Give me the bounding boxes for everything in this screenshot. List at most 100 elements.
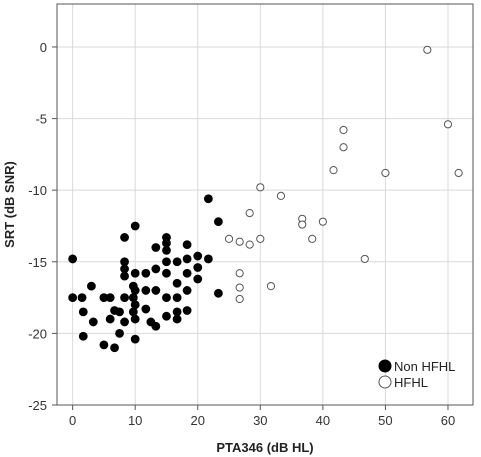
data-point-non-hfhl: [193, 274, 203, 284]
data-point-hfhl: [245, 208, 254, 218]
data-points-layer: [68, 45, 463, 353]
data-point-non-hfhl: [130, 286, 140, 295]
data-point-hfhl: [381, 168, 390, 178]
x-tick-label: 0: [69, 413, 76, 428]
data-point-non-hfhl: [120, 317, 129, 327]
grid-layer: [57, 4, 473, 406]
data-point-hfhl: [360, 254, 369, 264]
x-axis-label: PTA346 (dB HL): [216, 440, 313, 455]
plot-area-frame: [56, 3, 474, 406]
data-point-non-hfhl: [162, 245, 171, 255]
y-axis-label: SRT (dB SNR): [2, 161, 17, 248]
legend-label-non-hfhl: Non HFHL: [394, 359, 455, 374]
data-point-non-hfhl: [203, 194, 213, 204]
data-point-non-hfhl: [88, 317, 98, 327]
data-point-hfhl: [454, 168, 463, 178]
legend: Non HFHL HFHL: [378, 359, 455, 390]
data-point-non-hfhl: [87, 281, 96, 291]
data-point-non-hfhl: [115, 328, 124, 338]
data-point-hfhl: [256, 183, 265, 192]
legend-marker-non-hfhl: [378, 359, 392, 373]
data-point-hfhl: [443, 120, 453, 129]
data-point-hfhl: [423, 45, 432, 54]
data-point-non-hfhl: [172, 278, 182, 288]
y-tick-label: -5: [35, 112, 47, 127]
data-point-hfhl: [235, 283, 244, 292]
data-point-non-hfhl: [193, 263, 203, 272]
data-point-non-hfhl: [172, 257, 182, 267]
x-tick-label: 30: [253, 413, 267, 428]
data-point-non-hfhl: [203, 254, 213, 264]
tick-layer: 0 10 20 30 40 50 60 0 -5 -10 -15 -20 -25: [28, 40, 455, 428]
data-point-non-hfhl: [120, 271, 129, 281]
data-point-non-hfhl: [130, 334, 140, 344]
data-point-hfhl: [235, 294, 244, 304]
legend-marker-hfhl: [378, 375, 392, 389]
data-point-non-hfhl: [115, 307, 124, 317]
data-point-non-hfhl: [213, 217, 223, 227]
legend-label-hfhl: HFHL: [394, 375, 428, 390]
data-point-non-hfhl: [151, 286, 161, 295]
data-point-non-hfhl: [130, 268, 140, 278]
x-tick-label: 20: [191, 413, 205, 428]
data-point-non-hfhl: [68, 254, 78, 264]
data-point-hfhl: [235, 237, 244, 246]
y-tick-label: -25: [28, 398, 47, 413]
data-point-hfhl: [224, 234, 234, 243]
data-point-non-hfhl: [193, 251, 203, 261]
data-point-non-hfhl: [78, 307, 88, 317]
data-point-non-hfhl: [151, 321, 161, 331]
data-point-non-hfhl: [77, 293, 87, 302]
data-point-non-hfhl: [151, 243, 161, 252]
y-tick-label: -15: [28, 255, 47, 270]
data-point-non-hfhl: [182, 268, 192, 278]
data-point-non-hfhl: [172, 314, 182, 324]
data-point-hfhl: [276, 191, 286, 201]
y-tick-label: -20: [28, 326, 47, 341]
data-point-non-hfhl: [110, 343, 119, 353]
data-point-non-hfhl: [120, 293, 129, 302]
data-point-hfhl: [298, 220, 307, 229]
data-point-hfhl: [318, 217, 327, 226]
data-point-hfhl: [235, 269, 244, 278]
data-point-non-hfhl: [130, 300, 140, 310]
data-point-non-hfhl: [130, 314, 140, 324]
data-point-non-hfhl: [162, 311, 171, 321]
y-tick-label: -10: [28, 183, 47, 198]
data-point-non-hfhl: [141, 268, 151, 278]
data-point-hfhl: [266, 282, 276, 291]
data-point-non-hfhl: [141, 304, 151, 314]
data-point-hfhl: [245, 240, 254, 249]
x-tick-label: 50: [378, 413, 392, 428]
data-point-non-hfhl: [162, 293, 171, 302]
data-point-non-hfhl: [99, 340, 109, 350]
data-point-hfhl: [339, 143, 348, 152]
data-point-non-hfhl: [172, 293, 182, 302]
data-point-non-hfhl: [151, 264, 161, 274]
data-point-non-hfhl: [182, 306, 192, 315]
data-point-non-hfhl: [213, 288, 223, 298]
data-point-hfhl: [329, 166, 338, 175]
data-point-non-hfhl: [128, 307, 138, 317]
data-point-hfhl: [308, 234, 317, 243]
data-point-non-hfhl: [182, 240, 192, 250]
data-point-hfhl: [256, 234, 265, 243]
data-point-non-hfhl: [78, 331, 88, 341]
data-point-non-hfhl: [105, 293, 115, 302]
data-point-non-hfhl: [162, 268, 171, 278]
y-tick-label: 0: [40, 40, 47, 55]
x-tick-label: 60: [441, 413, 455, 428]
series-hfhl: [224, 45, 463, 304]
data-point-non-hfhl: [182, 254, 192, 264]
data-point-non-hfhl: [105, 314, 115, 324]
data-point-non-hfhl: [141, 286, 151, 295]
data-point-non-hfhl: [162, 257, 171, 267]
data-point-hfhl: [339, 125, 348, 135]
data-point-non-hfhl: [130, 221, 140, 231]
x-tick-label: 40: [316, 413, 330, 428]
data-point-non-hfhl: [128, 293, 138, 302]
data-point-non-hfhl: [68, 293, 78, 302]
data-point-non-hfhl: [182, 286, 192, 295]
series-non-hfhl: [68, 194, 223, 353]
